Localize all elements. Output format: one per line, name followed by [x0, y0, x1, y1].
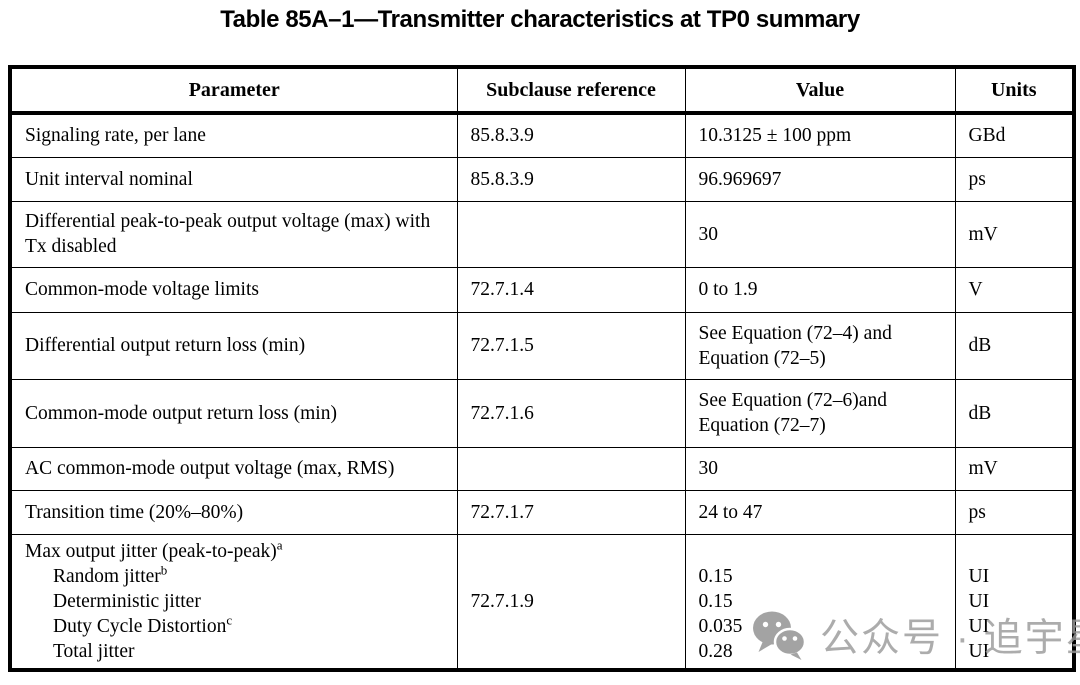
header-value: Value: [684, 66, 956, 115]
cell-subclause: 72.7.1.9: [456, 533, 686, 670]
cell-value: 30: [684, 200, 956, 268]
jitter-value: 0.15: [698, 590, 733, 612]
jitter-parameter: Max output jitter (peak-to-peak)a: [25, 537, 283, 562]
table-row: AC common-mode output voltage (max, RMS)…: [9, 446, 1075, 491]
cell-subclause: 85.8.3.9: [456, 156, 686, 202]
cell-subclause: 72.7.1.6: [456, 378, 686, 448]
cell-value: 0.15 0.15 0.035 0.28: [684, 533, 956, 670]
footnote-sup: b: [160, 562, 168, 577]
cell-subclause: 85.8.3.9: [456, 112, 686, 158]
cell-parameter: Unit interval nominal: [9, 156, 458, 202]
cell-units: ps: [954, 156, 1075, 202]
footnote-sup: a: [276, 537, 283, 552]
jitter-sub-item: Duty Cycle Distortionc: [53, 612, 233, 637]
table-row: Signaling rate, per lane 85.8.3.9 10.312…: [9, 112, 1075, 158]
cell-units: ps: [954, 489, 1075, 535]
cell-parameter: Signaling rate, per lane: [9, 112, 458, 158]
header-subclause: Subclause reference: [456, 66, 686, 115]
cell-value: 10.3125 ± 100 ppm: [684, 112, 956, 158]
table-header-row: Parameter Subclause reference Value Unit…: [9, 66, 1075, 115]
cell-value: 24 to 47: [684, 489, 956, 535]
table-row: Common-mode output return loss (min) 72.…: [9, 378, 1075, 448]
footnote-sup: c: [226, 612, 233, 627]
cell-value: See Equation (72–6)and Equation (72–7): [684, 378, 956, 448]
jitter-unit: UI: [968, 590, 990, 612]
jitter-value: 0.15: [698, 565, 733, 587]
transmitter-characteristics-table: Parameter Subclause reference Value Unit…: [8, 65, 1076, 672]
cell-units: mV: [954, 200, 1075, 268]
jitter-sub-item: Deterministic jitter: [53, 590, 201, 612]
table-row: Unit interval nominal 85.8.3.9 96.969697…: [9, 156, 1075, 202]
value-spacer: [699, 539, 943, 564]
header-units: Units: [954, 66, 1075, 115]
cell-parameter: Common-mode output return loss (min): [9, 378, 458, 448]
jitter-unit: UI: [968, 565, 990, 587]
cell-units: dB: [954, 378, 1075, 448]
page-title: Table 85A–1—Transmitter characteristics …: [220, 6, 860, 33]
jitter-value: 0.035: [698, 615, 743, 637]
jitter-sub-item: Random jitterb: [53, 562, 168, 587]
cell-subclause: 72.7.1.5: [456, 311, 686, 380]
cell-subclause: [456, 200, 686, 268]
cell-units: V: [954, 266, 1075, 313]
cell-parameter: Max output jitter (peak-to-peak)a Random…: [9, 533, 458, 670]
header-parameter: Parameter: [9, 66, 458, 115]
units-spacer: [969, 539, 1061, 564]
table-row-jitter: Max output jitter (peak-to-peak)a Random…: [9, 533, 1075, 670]
cell-value: 0 to 1.9: [684, 266, 956, 313]
jitter-unit: UI: [968, 615, 990, 637]
table-row: Differential output return loss (min) 72…: [9, 311, 1075, 380]
jitter-value: 0.28: [698, 640, 733, 662]
cell-value: 30: [684, 446, 956, 491]
cell-value: 96.969697: [684, 156, 956, 202]
jitter-unit: UI: [968, 640, 990, 662]
jitter-sub-item: Total jitter: [53, 640, 135, 662]
cell-parameter: AC common-mode output voltage (max, RMS): [9, 446, 458, 491]
cell-parameter: Differential output return loss (min): [9, 311, 458, 380]
cell-units: dB: [954, 311, 1075, 380]
cell-parameter: Common-mode voltage limits: [9, 266, 458, 313]
cell-units: mV: [954, 446, 1075, 491]
cell-subclause: [456, 446, 686, 491]
cell-units: UI UI UI UI: [954, 533, 1075, 670]
cell-units: GBd: [954, 112, 1075, 158]
cell-subclause: 72.7.1.7: [456, 489, 686, 535]
table-row: Common-mode voltage limits 72.7.1.4 0 to…: [9, 266, 1075, 313]
table-row: Differential peak-to-peak output voltage…: [9, 200, 1075, 268]
cell-parameter: Differential peak-to-peak output voltage…: [9, 200, 458, 268]
cell-subclause: 72.7.1.4: [456, 266, 686, 313]
cell-parameter: Transition time (20%–80%): [9, 489, 458, 535]
cell-value: See Equation (72–4) and Equation (72–5): [684, 311, 956, 380]
table-row: Transition time (20%–80%) 72.7.1.7 24 to…: [9, 489, 1075, 535]
